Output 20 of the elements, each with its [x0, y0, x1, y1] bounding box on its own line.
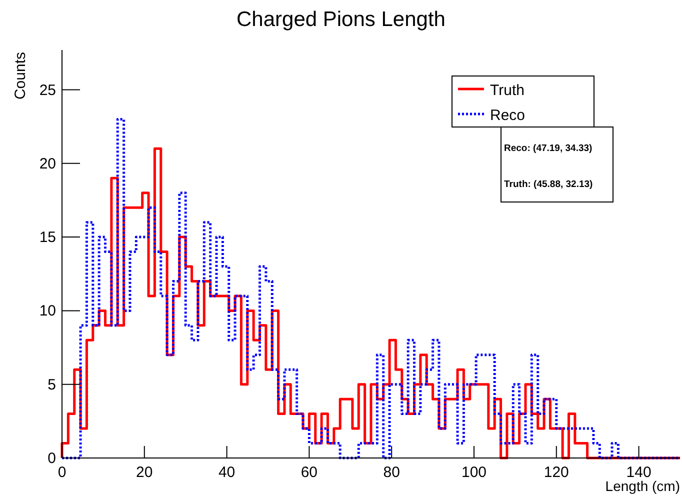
x-tick-label: 80 — [383, 464, 400, 481]
y-tick-label: 0 — [48, 450, 56, 467]
annotation: Reco: (47.19, 34.33) — [504, 143, 592, 154]
y-tick-label: 10 — [39, 302, 56, 320]
x-tick-label: 140 — [626, 464, 652, 481]
chart-title: Charged Pions Length — [236, 8, 446, 31]
x-tick-label: 100 — [461, 464, 487, 481]
legend-label: Reco — [490, 107, 526, 124]
x-tick-label: 40 — [218, 464, 236, 481]
legend-label: Truth — [490, 82, 524, 99]
y-axis-title: Counts — [12, 52, 29, 100]
x-tick-label: 120 — [544, 464, 569, 481]
x-axis-title: Length (cm) — [605, 478, 680, 494]
x-tick-label: 60 — [300, 464, 318, 481]
y-tick-label: 5 — [48, 376, 56, 394]
y-tick-label: 25 — [39, 82, 56, 99]
x-tick-label: 20 — [136, 464, 153, 481]
y-tick-label: 20 — [39, 155, 56, 172]
y-tick-label: 15 — [39, 229, 56, 246]
annotation: Truth: (45.88, 32.13) — [504, 179, 593, 190]
